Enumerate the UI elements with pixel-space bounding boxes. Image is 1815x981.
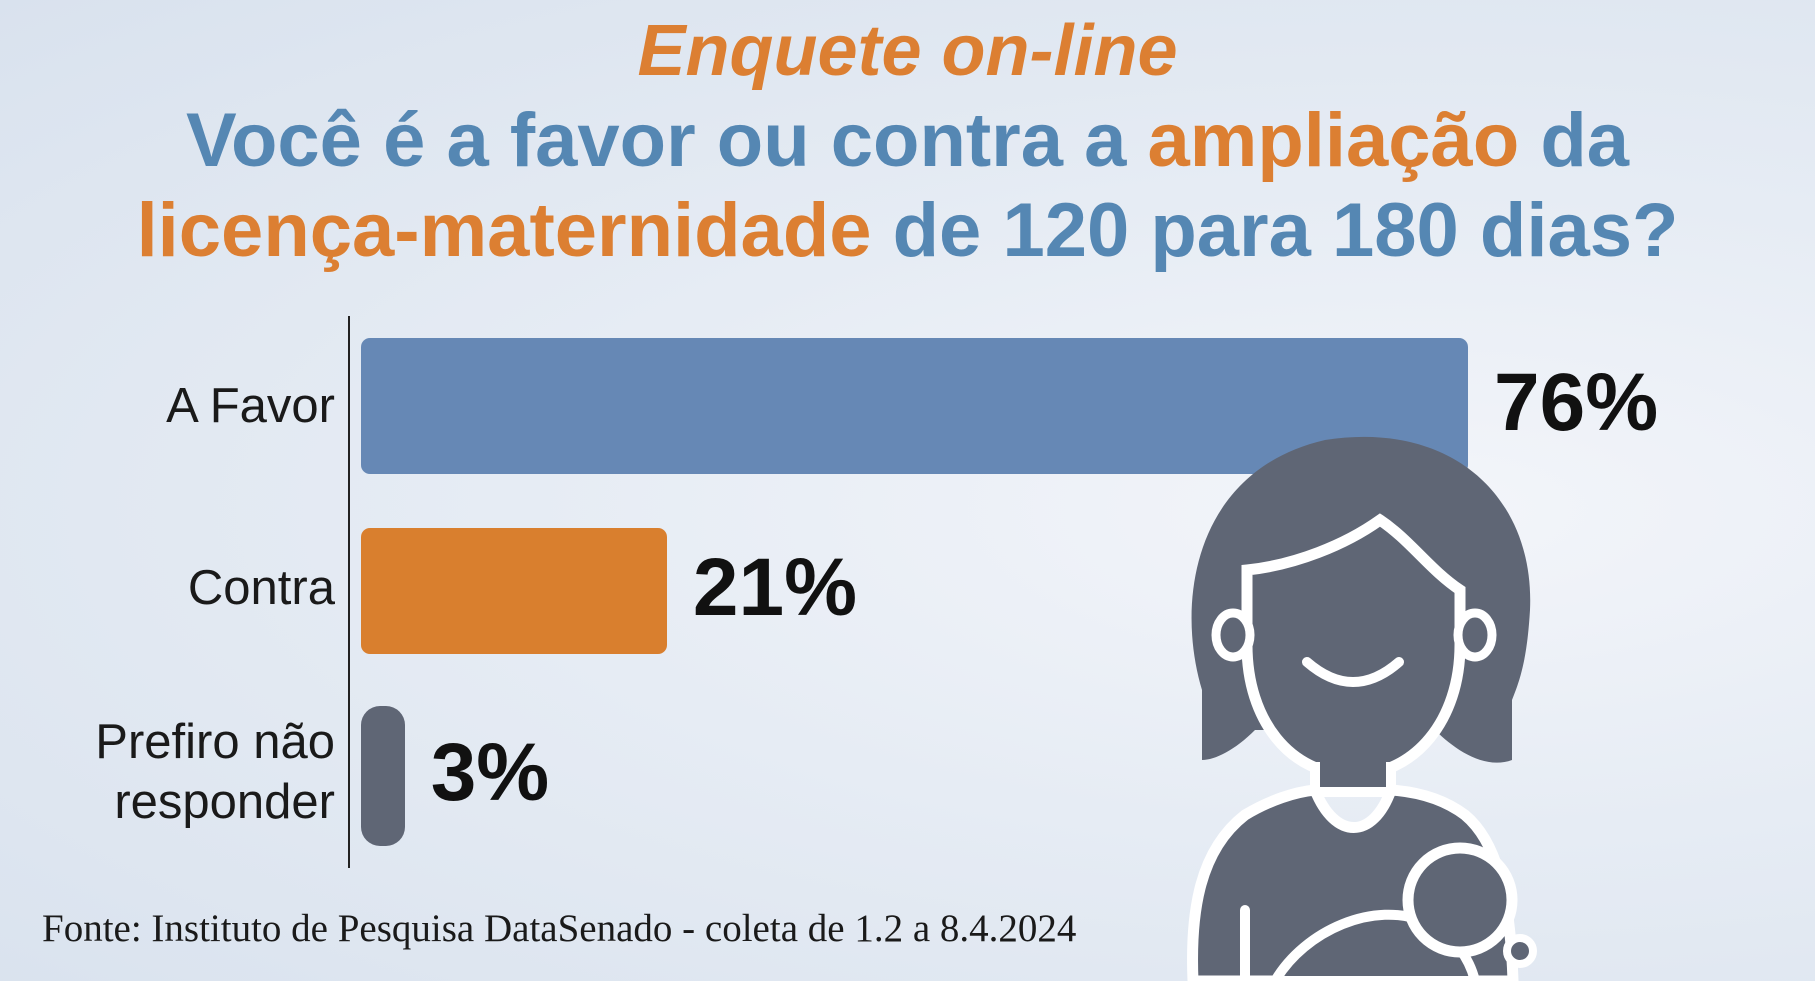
value-label-a-favor: 76% bbox=[1494, 357, 1659, 448]
question-highlight-2: licença-maternidade bbox=[136, 188, 872, 273]
value-label-contra: 21% bbox=[692, 542, 857, 633]
bar-contra bbox=[361, 528, 667, 654]
category-label-line: Prefiro não bbox=[95, 715, 335, 769]
question-part-3: de 120 para 180 dias? bbox=[871, 188, 1679, 273]
category-label-line: A Favor bbox=[166, 379, 335, 433]
question-part-2: da bbox=[1519, 98, 1630, 183]
mother-holding-baby-icon bbox=[1187, 436, 1537, 981]
poll-kicker: Enquete on-line bbox=[637, 11, 1178, 91]
category-label-line: responder bbox=[114, 775, 335, 829]
bar-a-favor bbox=[361, 338, 1468, 474]
category-label-a-favor: A Favor bbox=[166, 376, 335, 436]
poll-question: Você é a favor ou contra a ampliação da … bbox=[60, 96, 1755, 276]
category-axis-line bbox=[348, 316, 350, 868]
value-label-prefiro-nao-responder: 3% bbox=[430, 727, 550, 818]
category-label-contra: Contra bbox=[188, 558, 335, 618]
source-note: Fonte: Instituto de Pesquisa DataSenado … bbox=[42, 907, 1077, 950]
category-label-line: Contra bbox=[187, 561, 335, 615]
bar-prefiro-nao-responder bbox=[361, 706, 405, 846]
question-part-1: Você é a favor ou contra a bbox=[185, 98, 1148, 183]
category-label-prefiro-nao-responder: Prefiro não responder bbox=[95, 712, 335, 832]
question-highlight-1: ampliação bbox=[1147, 98, 1520, 183]
